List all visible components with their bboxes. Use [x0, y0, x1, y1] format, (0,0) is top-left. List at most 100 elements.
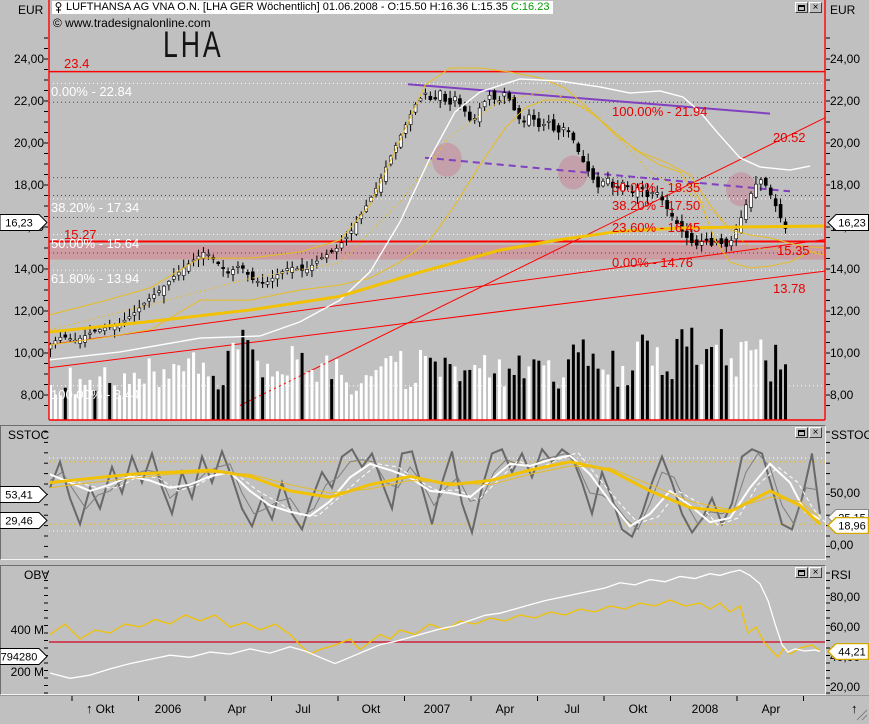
rsi-tick-label: 80,00: [830, 590, 861, 604]
volume-bars: [49, 327, 788, 420]
maximize-icon: [798, 569, 805, 576]
fib-label-red: 0.00% - 14.76: [612, 255, 693, 271]
price-tick-label-right: 22,00: [830, 94, 861, 108]
bollinger-lower-yellow: [48, 99, 826, 346]
price-badge-right: 16,23: [827, 214, 869, 231]
fib-label-red: 100.00% - 21.94: [612, 104, 708, 120]
pin-icon: [55, 2, 62, 13]
rsi-tick-label: 20,00: [830, 680, 861, 694]
obv-badge: 794280: [0, 648, 48, 665]
price-tick-label-right: 14,00: [830, 262, 861, 276]
obv-tick-label: 200 M: [10, 665, 44, 679]
sstoc-badge-d: 53,41: [0, 486, 48, 503]
price-tick-label-left: 8,00: [20, 388, 44, 402]
sstoc-badge-yellow: 18,96: [827, 517, 869, 534]
stoch-k-dark: [49, 447, 821, 539]
price-level-label: 15.27: [64, 227, 97, 243]
maximize-button-obv[interactable]: [795, 567, 808, 578]
price-tick-label-left: 18,00: [13, 178, 44, 192]
white-ma: [48, 78, 811, 361]
price-level-label: 13.78: [773, 281, 806, 296]
sstoc-tick-label: 50,00: [830, 486, 861, 500]
price-tick-label-left: 20,00: [13, 136, 44, 150]
sstoc-tick-label: 0,00: [830, 538, 854, 552]
fib-label-white: 0.00% - 22.84: [51, 84, 132, 100]
rsi-yellow: [49, 599, 821, 659]
close-button-main[interactable]: ×: [809, 2, 822, 13]
long-ma-thick-yellow: [48, 224, 826, 334]
main-price-chart-plot[interactable]: [0, 0, 869, 425]
maximize-button-main[interactable]: [795, 2, 808, 13]
copyright-text: © www.tradesignalonline.com: [53, 16, 211, 30]
close-icon: ×: [812, 1, 819, 13]
stoch-white-thick: [49, 454, 821, 528]
x-axis-label: Jul: [295, 702, 311, 716]
price-tick-label-right: 24,00: [830, 52, 861, 66]
maximize-button-sstoc[interactable]: [795, 427, 808, 438]
fib-label-red: 38.20% - 17.50: [612, 197, 701, 213]
sstoc-badge-k: 29,46: [0, 512, 48, 529]
symbol-watermark: LHA: [163, 24, 224, 65]
close-button-sstoc[interactable]: ×: [809, 427, 822, 438]
price-tick-label-right: 10,00: [830, 346, 861, 360]
price-tick-label-left: 12,00: [13, 304, 44, 318]
x-axis-label: Apr: [495, 702, 515, 716]
support-zone-band: [49, 244, 825, 260]
fib-label-red: 23.60% - 16.45: [612, 219, 701, 235]
close-icon: ×: [812, 426, 819, 438]
fib-label-red: 50.00% - 18.35: [612, 179, 701, 195]
price-tick-label-right: 12,00: [830, 304, 861, 318]
rsi-badge-text: 44,21: [838, 647, 866, 659]
obv-badge-text: 794280: [1, 652, 38, 664]
chart-title-bar[interactable]: LUFTHANSA AG VNA O.N. [LHA GER Wöchentli…: [52, 1, 554, 14]
resistance-upper-purple: [407, 83, 771, 115]
price-level-label: 23.4: [64, 55, 90, 71]
price-tick-label-left: 10,00: [13, 346, 44, 360]
rsi-title-right: RSI: [831, 568, 852, 582]
price-tick-label-left: 14,00: [13, 262, 44, 276]
x-axis-label: 2008: [691, 702, 719, 716]
obv-tick-label: 400 M: [10, 623, 44, 637]
price-level-label: 15.35: [777, 242, 810, 258]
resize-handle-icon[interactable]: [855, 708, 869, 722]
stoch-yellow-thin: [49, 465, 821, 519]
close-button-obv[interactable]: ×: [809, 567, 822, 578]
swing-low-marker: [432, 142, 462, 177]
fib-label-white: 100.00% - 8.44: [51, 386, 140, 402]
obv-white: [49, 569, 821, 679]
x-axis-label: Okt: [95, 702, 115, 716]
fib-label-white: 61.80% - 13.94: [51, 271, 140, 287]
close-icon: ×: [812, 566, 819, 578]
scroll-up-arrow-left[interactable]: ↑: [86, 701, 93, 716]
stoch-yellow-thick: [49, 460, 822, 526]
x-axis-label: Apr: [227, 702, 247, 716]
instrument-title: LUFTHANSA AG VNA O.N. [LHA GER Wöchentli…: [66, 1, 385, 13]
close-value: C:16.23: [510, 1, 550, 13]
scroll-up-arrow-right[interactable]: ↑: [851, 701, 858, 716]
currency-label-right: EUR: [830, 3, 856, 17]
sstoc-badge-yellow-text: 18,96: [838, 521, 866, 533]
price-level-label: 20.52: [773, 130, 806, 145]
price-tick-label-left: 22,00: [13, 94, 44, 108]
obv-title-left: OBV: [24, 568, 50, 582]
low-value: L:15.35: [471, 1, 508, 13]
sstoc-title-right: SSTOC: [831, 428, 869, 442]
price-tick-label-right: 20,00: [830, 136, 861, 150]
x-axis-label: Jul: [564, 702, 580, 716]
rsi-tick-label: 60,00: [830, 620, 861, 634]
x-axis-label: 2007: [423, 702, 451, 716]
high-value: H:16.36: [429, 1, 469, 13]
fib-label-white: 38.20% - 17.34: [51, 199, 140, 215]
steep-red-trendline-20.52: [239, 117, 826, 406]
x-axis-label: Okt: [361, 702, 381, 716]
price-tick-label-left: 24,00: [13, 52, 44, 66]
price-tick-label-right: 18,00: [830, 178, 861, 192]
price-tick-label-right: 8,00: [830, 388, 854, 402]
price-badge-left: 16,23: [0, 214, 48, 231]
mid-red-trendline: [48, 239, 826, 346]
swing-low-marker: [726, 172, 756, 207]
x-axis-label: Okt: [628, 702, 648, 716]
